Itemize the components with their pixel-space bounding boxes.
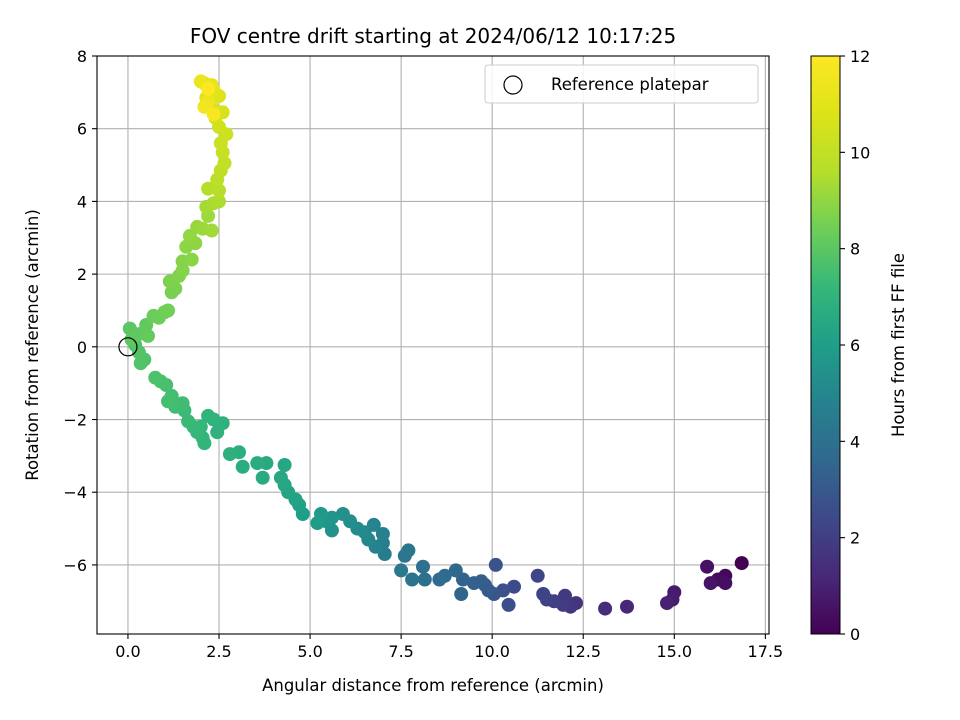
data-point bbox=[375, 527, 390, 541]
data-point bbox=[201, 181, 216, 196]
data-point bbox=[206, 107, 221, 122]
data-point bbox=[273, 470, 288, 485]
plot-frame bbox=[96, 55, 770, 635]
colorbar-tick-label: 8 bbox=[850, 240, 860, 259]
y-tick-label: 8 bbox=[77, 47, 87, 66]
data-point bbox=[148, 370, 163, 385]
x-tick-label: 0.0 bbox=[115, 642, 140, 661]
data-point bbox=[217, 156, 232, 171]
colorbar-tick-label: 2 bbox=[850, 529, 860, 548]
data-point bbox=[417, 572, 432, 587]
data-point bbox=[700, 559, 715, 574]
colorbar-tick-label: 4 bbox=[850, 432, 860, 451]
data-point bbox=[181, 414, 196, 429]
colorbar-tick-label: 6 bbox=[850, 336, 860, 355]
data-point bbox=[394, 563, 409, 578]
data-point bbox=[530, 568, 545, 583]
data-point bbox=[201, 81, 216, 96]
x-axis-label: Angular distance from reference (arcmin) bbox=[262, 676, 604, 695]
data-point bbox=[734, 556, 749, 571]
data-point bbox=[201, 408, 216, 423]
x-tick-label: 15.0 bbox=[656, 642, 692, 661]
colorbar-ticks: 0 2 4 6 8 10 12 bbox=[840, 47, 870, 644]
data-point bbox=[310, 516, 325, 531]
data-point bbox=[235, 459, 250, 474]
y-tick-label: −2 bbox=[63, 411, 87, 430]
grid bbox=[97, 55, 769, 634]
reference-marker bbox=[118, 337, 138, 357]
y-tick-label: 0 bbox=[77, 338, 87, 357]
colorbar-tick-label: 12 bbox=[850, 47, 870, 66]
data-point bbox=[335, 507, 350, 521]
x-tick-label: 2.5 bbox=[206, 642, 231, 661]
x-tick-label: 7.5 bbox=[388, 642, 413, 661]
data-point bbox=[210, 425, 225, 440]
data-point bbox=[448, 563, 463, 578]
data-point bbox=[488, 557, 503, 572]
data-point bbox=[212, 194, 226, 209]
data-point bbox=[507, 579, 521, 594]
x-tick-label: 10.0 bbox=[474, 642, 510, 661]
data-point bbox=[161, 303, 175, 318]
data-point bbox=[405, 572, 420, 587]
data-point bbox=[598, 601, 613, 616]
legend: Reference platepar bbox=[484, 64, 759, 104]
data-point bbox=[277, 458, 292, 472]
y-axis-ticks: −6 −4 −2 0 2 4 6 8 bbox=[63, 47, 97, 575]
y-tick-label: 2 bbox=[77, 265, 87, 284]
data-point bbox=[133, 356, 148, 371]
data-point bbox=[416, 559, 430, 574]
data-point bbox=[141, 328, 155, 343]
data-point bbox=[212, 183, 226, 198]
data-point bbox=[432, 572, 447, 587]
data-point bbox=[454, 587, 469, 601]
legend-marker-reference bbox=[503, 75, 523, 95]
y-tick-label: −6 bbox=[63, 556, 87, 575]
data-points bbox=[122, 74, 749, 616]
data-point bbox=[184, 252, 199, 267]
data-point bbox=[204, 223, 219, 238]
data-point bbox=[467, 576, 481, 591]
data-point bbox=[161, 394, 175, 409]
data-point bbox=[703, 576, 718, 591]
legend-label-reference: Reference platepar bbox=[551, 75, 709, 94]
data-point bbox=[620, 599, 634, 614]
y-axis-label: Rotation from reference (arcmin) bbox=[23, 209, 42, 481]
y-tick-label: −4 bbox=[63, 483, 87, 502]
x-tick-label: 17.5 bbox=[748, 642, 784, 661]
x-axis-ticks: 0.0 2.5 5.0 7.5 10.0 12.5 15.0 17.5 bbox=[115, 634, 783, 661]
colorbar-tick-label: 10 bbox=[850, 143, 870, 162]
colorbar-label: Hours from first FF file bbox=[889, 253, 908, 437]
data-point bbox=[718, 576, 733, 591]
y-tick-label: 4 bbox=[77, 192, 87, 211]
data-point bbox=[255, 470, 270, 485]
reference-point bbox=[118, 337, 138, 357]
data-point bbox=[250, 456, 265, 471]
colorbar: 0 2 4 6 8 10 12 Hours from first FF file bbox=[810, 47, 908, 644]
x-tick-label: 5.0 bbox=[297, 642, 322, 661]
legend-box bbox=[484, 64, 759, 104]
data-point bbox=[501, 597, 516, 612]
colorbar-gradient bbox=[810, 55, 841, 635]
data-point bbox=[536, 587, 551, 601]
data-point bbox=[660, 596, 674, 611]
x-tick-label: 12.5 bbox=[565, 642, 601, 661]
chart-title: FOV centre drift starting at 2024/06/12 … bbox=[190, 24, 676, 48]
colorbar-tick-label: 0 bbox=[850, 625, 860, 644]
y-tick-label: 6 bbox=[77, 120, 87, 139]
data-point bbox=[222, 447, 237, 462]
data-point bbox=[401, 543, 416, 558]
